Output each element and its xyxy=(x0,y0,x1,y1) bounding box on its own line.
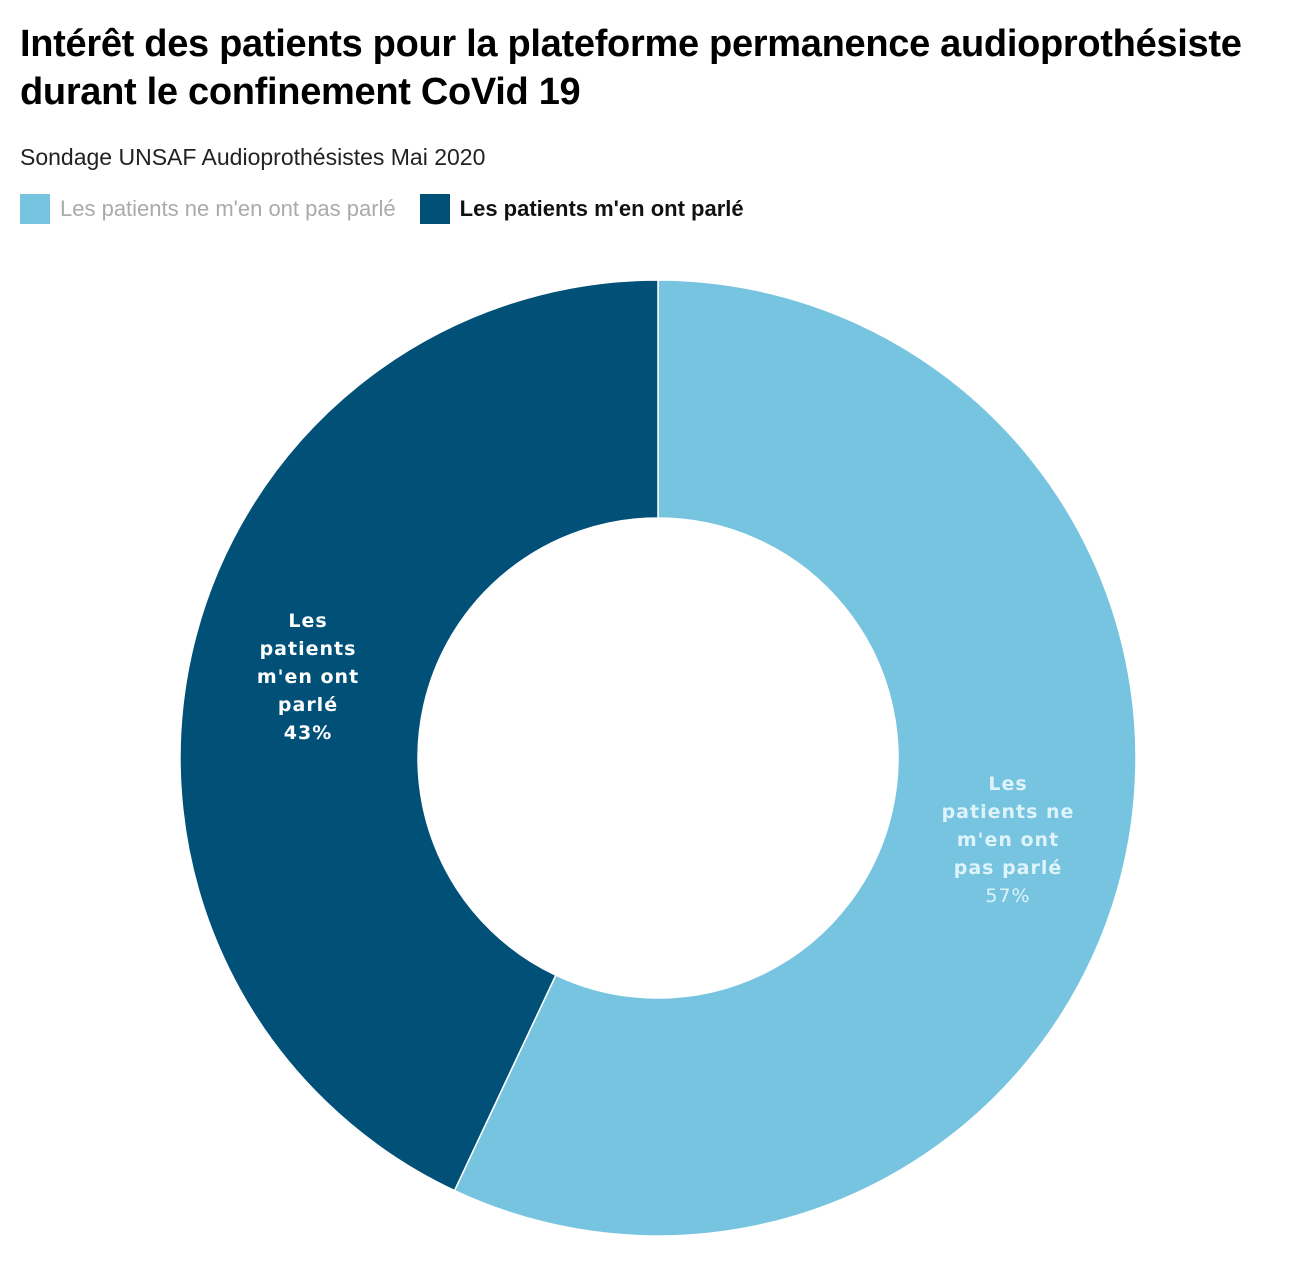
legend-label-mentioned: Les patients m'en ont parlé xyxy=(459,196,744,221)
slice-label-line: Les xyxy=(988,773,1027,795)
slice-label-line: pas parlé xyxy=(954,857,1063,879)
slice-not-mentioned[interactable] xyxy=(453,279,1137,1237)
legend-item-not-mentioned[interactable]: Les patients ne m'en ont pas parlé xyxy=(20,194,396,224)
chart-title: Intérêt des patients pour la plateforme … xyxy=(20,23,1242,113)
slice-value-mentioned: 43% xyxy=(284,722,332,744)
legend-label-not-mentioned: Les patients ne m'en ont pas parlé xyxy=(60,196,396,221)
legend-swatch-not-mentioned xyxy=(20,194,50,224)
slice-label-mentioned: Les patients m'en ont parlé 43% xyxy=(257,610,359,744)
chart-subtitle: Sondage UNSAF Audioprothésistes Mai 2020 xyxy=(20,144,486,170)
slice-label-not-mentioned: Les patients ne m'en ont pas parlé 57% xyxy=(942,773,1075,907)
legend-swatch-mentioned xyxy=(419,194,450,224)
slice-label-line: parlé xyxy=(278,694,338,716)
slice-value-not-mentioned: 57% xyxy=(985,885,1030,907)
legend: Les patients ne m'en ont pas parlé Les p… xyxy=(20,194,768,224)
slice-label-line: m'en ont xyxy=(257,666,359,688)
slice-label-line: patients ne xyxy=(942,801,1075,823)
slice-label-line: patients xyxy=(260,638,357,660)
slice-label-line: Les xyxy=(288,610,327,632)
slice-mentioned[interactable] xyxy=(179,279,659,1192)
legend-item-mentioned[interactable]: Les patients m'en ont parlé xyxy=(419,194,744,224)
slice-label-line: m'en ont xyxy=(957,829,1059,851)
